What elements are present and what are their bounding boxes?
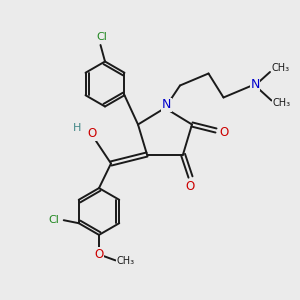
- Text: O: O: [94, 248, 103, 261]
- Text: CH₃: CH₃: [273, 98, 291, 109]
- Text: N: N: [162, 98, 171, 112]
- Text: Cl: Cl: [49, 214, 60, 225]
- Text: CH₃: CH₃: [117, 256, 135, 266]
- Text: Cl: Cl: [96, 32, 107, 42]
- Text: O: O: [219, 125, 228, 139]
- Text: N: N: [250, 77, 260, 91]
- Text: O: O: [87, 127, 96, 140]
- Text: H: H: [73, 123, 82, 134]
- Text: CH₃: CH₃: [272, 63, 290, 74]
- Text: O: O: [186, 180, 195, 193]
